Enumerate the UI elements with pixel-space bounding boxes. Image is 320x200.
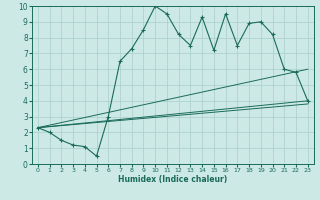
X-axis label: Humidex (Indice chaleur): Humidex (Indice chaleur)	[118, 175, 228, 184]
